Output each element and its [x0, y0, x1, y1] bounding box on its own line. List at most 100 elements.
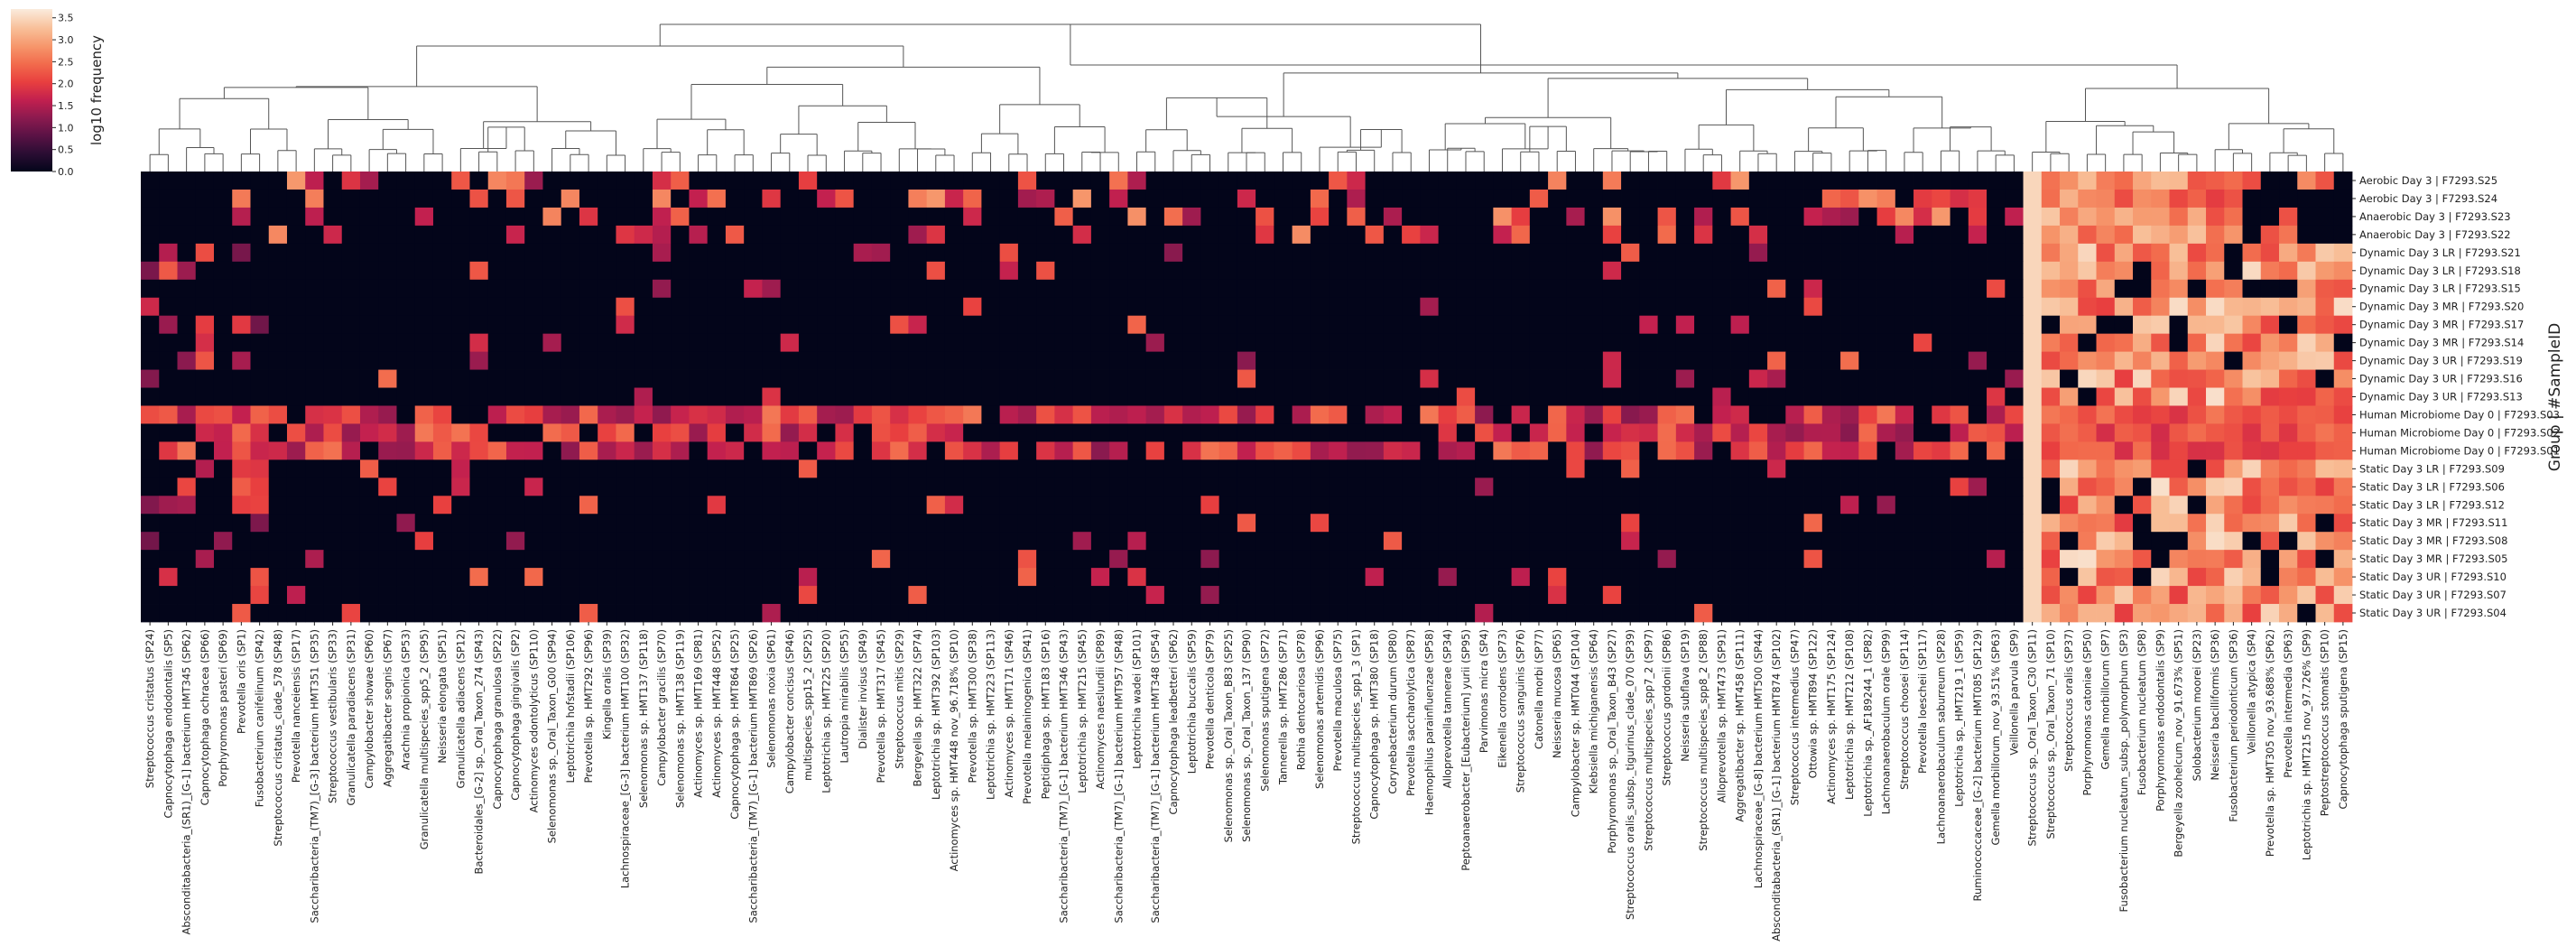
heatmap-cell [396, 514, 416, 533]
heatmap-cell [2114, 586, 2134, 605]
heatmap-cell [524, 369, 543, 388]
heatmap-cell [2224, 172, 2243, 190]
row-label: Anaerobic Day 3 | F7293.S23 [2359, 210, 2511, 223]
heatmap-cell [1876, 441, 1896, 460]
heatmap-cell [561, 586, 580, 605]
heatmap-cell [1256, 351, 1274, 370]
heatmap-cell [1584, 387, 1604, 406]
heatmap-cell [1840, 207, 1859, 227]
heatmap-cell [926, 207, 946, 227]
heatmap-cell [1767, 172, 1786, 190]
heatmap-cell [1237, 586, 1256, 605]
heatmap-cell [2187, 478, 2207, 496]
heatmap-cell [141, 333, 160, 352]
heatmap-cell [1036, 441, 1055, 460]
heatmap-cell [1347, 351, 1367, 370]
heatmap-cell [1932, 297, 1951, 317]
heatmap-cell [1621, 351, 1640, 370]
heatmap-cell [141, 279, 160, 299]
heatmap-cell [1054, 369, 1074, 388]
heatmap-cell [359, 351, 379, 370]
heatmap-cell [871, 387, 891, 406]
heatmap-cell [1127, 207, 1147, 227]
heatmap-cell [963, 297, 982, 317]
heatmap-cell [2297, 225, 2316, 245]
heatmap-cell [378, 315, 397, 335]
heatmap-cell [432, 189, 452, 209]
heatmap-cell [177, 261, 197, 281]
heatmap-cell [1145, 387, 1165, 406]
heatmap-cell [1017, 604, 1037, 623]
heatmap-cell [1821, 369, 1841, 388]
heatmap-cell [1310, 297, 1330, 317]
heatmap-cell [1237, 261, 1256, 281]
heatmap-cell [359, 496, 379, 515]
heatmap-cell [1621, 243, 1640, 263]
heatmap-cell [2023, 333, 2043, 352]
heatmap-cell [2133, 459, 2152, 478]
heatmap-cell [1529, 333, 1549, 352]
heatmap-cell [2023, 297, 2043, 317]
heatmap-cell [1511, 423, 1531, 442]
heatmap-cell [1347, 586, 1367, 605]
heatmap-cell [1821, 279, 1841, 299]
heatmap-cell [2279, 279, 2298, 299]
heatmap-cell [1950, 586, 1969, 605]
heatmap-cell [2169, 405, 2189, 424]
heatmap-cell [1548, 243, 1567, 263]
heatmap-cell [2133, 369, 2152, 388]
heatmap-cell [871, 225, 891, 245]
heatmap-cell [689, 459, 709, 478]
heatmap-cell [835, 225, 855, 245]
heatmap-cell [1602, 459, 1622, 478]
heatmap-cell [798, 478, 818, 496]
heatmap-cell [1493, 387, 1512, 406]
heatmap-cell [213, 514, 233, 533]
heatmap-cell [707, 586, 727, 605]
heatmap-cell [2005, 604, 2024, 623]
heatmap-cell [780, 387, 800, 406]
heatmap-cell [1163, 387, 1183, 406]
heatmap-cell [1548, 333, 1567, 352]
heatmap-cell [744, 532, 763, 551]
heatmap-cell [2096, 514, 2116, 533]
heatmap-cell [1163, 459, 1183, 478]
heatmap-cell [2242, 604, 2262, 623]
heatmap-cell [561, 423, 580, 442]
heatmap-cell [616, 172, 635, 190]
heatmap-cell [341, 423, 361, 442]
colorbar: 0.00.51.01.52.02.53.03.5 log10 frequency [11, 9, 105, 178]
heatmap-cell [1657, 514, 1677, 533]
heatmap-cell [195, 387, 215, 406]
heatmap-cell [1548, 441, 1567, 460]
heatmap-cell [963, 225, 982, 245]
heatmap-cell [2187, 225, 2207, 245]
heatmap-cell [2151, 604, 2170, 623]
heatmap-cell [780, 441, 800, 460]
column-label: Prevotella denticola (SP79) [1204, 629, 1217, 769]
heatmap-cell [817, 514, 836, 533]
heatmap-cell [195, 405, 215, 424]
heatmap-cell [469, 496, 489, 515]
heatmap-cell [598, 279, 616, 299]
heatmap-cell [1493, 478, 1512, 496]
heatmap-cell [1566, 297, 1585, 317]
column-label: Streptococcus cristatus (SP24) [144, 629, 156, 788]
heatmap-cell [1402, 225, 1421, 245]
heatmap-cell [2041, 423, 2061, 442]
heatmap-cell [1017, 459, 1037, 478]
column-label: Neisseria mucosa (SP65) [1551, 629, 1563, 758]
heatmap-cell [744, 405, 763, 424]
heatmap-cell [2133, 423, 2152, 442]
heatmap-cell [232, 315, 251, 335]
heatmap-cell [159, 351, 178, 370]
heatmap-cell [1657, 207, 1677, 227]
heatmap-cell [1072, 387, 1092, 406]
heatmap-cell [2096, 225, 2116, 245]
heatmap-cell [1529, 550, 1549, 569]
heatmap-cell [908, 459, 928, 478]
heatmap-cell [250, 189, 270, 209]
heatmap-cell [2297, 441, 2316, 460]
heatmap-cell [1895, 189, 1914, 209]
heatmap-cell [2224, 568, 2243, 587]
